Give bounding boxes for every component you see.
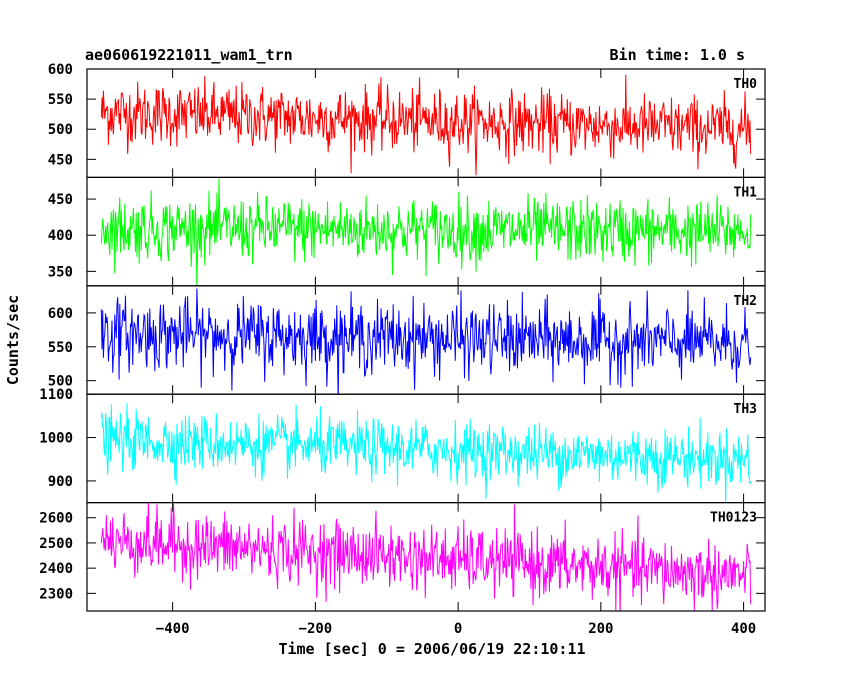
panel-th3: 900 1000 1100 TH3: [39, 387, 766, 504]
series-line-th0123: [100, 502, 752, 612]
chart-title: ae060619221011_wam1_trn: [85, 46, 293, 64]
panel-frame: [86, 68, 766, 179]
panel-label: TH0: [734, 77, 758, 92]
y-tick-label: 400: [48, 228, 73, 244]
panels-group: 450 500 550 600 TH0 350 400 450 TH1 500 550 600 TH2 9…: [39, 62, 766, 637]
y-tick-label: 450: [48, 152, 73, 168]
y-tick-label: 2600: [39, 511, 73, 527]
panel-label: TH3: [734, 402, 757, 417]
y-tick-label: 550: [48, 340, 73, 356]
y-tick-label: 600: [48, 62, 73, 78]
x-tick-label: 400: [731, 621, 756, 637]
series-line-th1: [100, 178, 752, 286]
x-axis-label: Time [sec] 0 = 2006/06/19 22:10:11: [278, 640, 585, 658]
y-tick-label: 2500: [39, 536, 73, 552]
series-line-th2: [100, 288, 752, 395]
panel-th0: 450 500 550 600 TH0: [48, 62, 766, 179]
y-tick-label: 900: [48, 474, 73, 490]
y-tick-label: 2300: [39, 586, 73, 602]
panel-th1: 350 400 450 TH1: [48, 176, 766, 287]
panel-th2: 500 550 600 TH2: [48, 285, 766, 395]
panel-label: TH1: [734, 185, 758, 200]
panel-label: TH0123: [710, 511, 757, 526]
series-line-th0: [100, 74, 752, 176]
panel-label: TH2: [734, 294, 757, 309]
x-tick-label: −400: [156, 621, 190, 637]
panel-th0123: 2300 2400 2500 2600 TH0123: [39, 502, 766, 612]
y-tick-label: 600: [48, 306, 73, 322]
y-tick-label: 500: [48, 374, 73, 390]
series-line-th3: [100, 403, 752, 503]
y-tick-label: 500: [48, 122, 73, 138]
y-tick-label: 1100: [39, 387, 73, 403]
bin-time-label: Bin time: 1.0 s: [610, 46, 745, 64]
y-tick-label: 1000: [39, 431, 73, 447]
x-tick-label: −200: [299, 621, 333, 637]
y-tick-label: 350: [48, 264, 73, 280]
y-tick-label: 550: [48, 92, 73, 108]
y-tick-label: 450: [48, 192, 73, 208]
x-tick-label: 0: [454, 621, 462, 637]
panel-frame: [86, 502, 766, 612]
y-axis-label: Counts/sec: [4, 295, 22, 385]
y-tick-label: 2400: [39, 561, 73, 577]
x-tick-label: 200: [588, 621, 613, 637]
